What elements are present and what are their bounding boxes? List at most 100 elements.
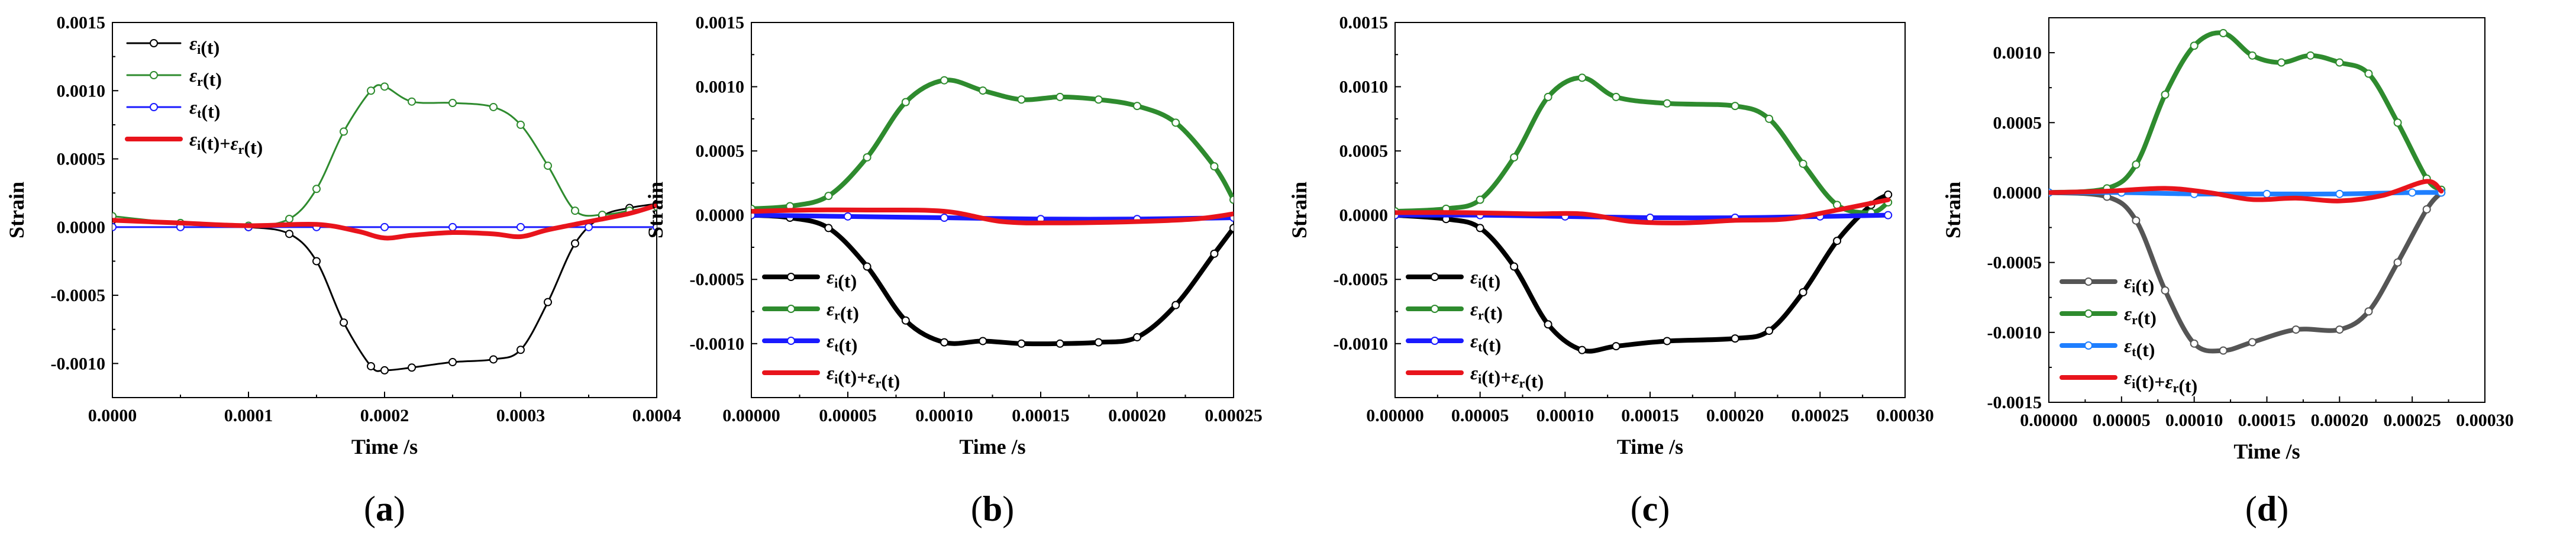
series-marker-0 [1476,224,1484,233]
series-marker-1 [1171,118,1180,127]
legend-text-part: (t) [1482,334,1501,356]
series-marker-1 [544,162,552,170]
y-tick-label: 0.0010 [696,78,745,97]
series-marker-1 [1663,99,1671,108]
legend-text-part: (t) [1484,302,1503,324]
panel-label-paren: ) [1658,489,1670,528]
y-tick-label: -0.0005 [1987,253,2042,273]
plot-series-group [751,76,1234,348]
y-tick-label: -0.0010 [1987,323,2042,343]
series-marker-1 [2277,58,2286,67]
series-marker-0 [1663,337,1671,346]
series-marker-2 [517,222,525,231]
series-marker-1 [340,127,348,136]
series-marker-1 [901,98,910,106]
series-marker-0 [901,316,910,325]
panel-label: (b) [971,489,1014,528]
series-marker-1 [448,99,457,108]
series-marker-0 [1884,190,1893,199]
panel-label: (a) [364,489,405,528]
legend-text-part: (t) [201,37,219,58]
y-tick-label: -0.0005 [51,286,106,305]
legend-label-0-2: εt(t) [189,96,220,122]
series-line-3 [2049,179,2444,204]
legend-text-part: (t) [881,370,900,392]
series-marker-1 [2306,51,2315,60]
x-tick-label: 0.00005 [1451,406,1509,425]
series-marker-1 [489,102,498,111]
y-tick-label: 0.0005 [696,141,745,161]
y-tick-label: 0.0005 [1339,141,1389,161]
series-marker-1 [1765,114,1774,123]
legend-text-part: ε [1470,330,1478,351]
plot-series-group [2049,29,2446,355]
legend-text-part: (t) [244,137,263,158]
panel-label-letter: b [983,489,1002,528]
x-axis-label: Time /s [959,435,1025,459]
chart-panel-c: 0.00000 0.00005 0.00010 0.00015 0.00020 0.000… [1287,13,1934,528]
series-marker-0 [824,224,833,233]
series-marker-1 [1055,92,1064,101]
series-marker-0 [2219,346,2228,355]
panel-label: (c) [1631,489,1670,528]
y-tick-label: 0.0000 [1339,206,1389,225]
series-marker-2 [2335,189,2344,198]
legend-swatch-marker [1431,305,1439,313]
legend-label-0-3: εi(t)+εr(t) [189,128,263,158]
series-marker-0 [2422,205,2431,214]
legend: εi(t)εr(t)εt(t)εi(t)+εr(t) [2059,271,2197,396]
series-marker-0 [2364,307,2373,316]
y-tick-label: 0.0000 [696,206,745,225]
series-marker-0 [1094,338,1103,347]
legend-subscript: t [834,340,839,354]
x-tick-label: 0.00015 [1621,406,1679,425]
series-marker-2 [380,222,389,231]
legend-text-part: (t)+ [2135,371,2165,392]
series-marker-0 [1055,339,1064,348]
legend-label-1-2: εt(t) [827,330,857,356]
legend-text-part: ε [2124,271,2132,292]
legend-label-0-0: εi(t) [189,33,219,58]
legend-text-part: (t) [840,302,859,324]
legend-text-part: ε [1470,362,1478,383]
series-marker-1 [863,153,871,162]
series-marker-0 [408,363,416,372]
panel-label-paren: ) [393,489,405,528]
chart-panel-a: 0.0000 0.0001 0.0002 0.0003 0.0004 -0.0010 -0.… [5,13,681,528]
series-marker-0 [2190,339,2199,348]
series-line-3 [1395,197,1891,225]
x-tick-label: 0.0001 [224,406,273,425]
panel-label-paren: ) [1002,489,1014,528]
series-marker-1 [1094,95,1103,104]
legend-text-part: ε [827,330,834,351]
panel-label-paren: ( [2245,489,2257,528]
series-marker-1 [1799,159,1807,168]
legend-text-part: (t)+ [838,366,867,388]
y-tick-label: -0.0010 [690,334,745,354]
legend-subscript: r [197,74,203,89]
chart-panel-d: 0.00000 0.00005 0.00010 0.00015 0.00020 0.000… [1941,17,2514,528]
series-line-1 [1395,75,1891,215]
x-tick-label: 0.00025 [1791,406,1849,425]
series-line-3 [112,202,657,241]
series-marker-0 [2132,216,2141,225]
panel-label-paren: ( [971,489,983,528]
series-marker-1 [1544,92,1552,101]
series-marker-1 [312,185,321,193]
legend-text-part: (t) [2178,375,2197,396]
legend-text-part: ε [189,128,197,150]
x-tick-label: 0.00000 [722,406,780,425]
series-marker-1 [1210,162,1219,171]
series-marker-0 [340,318,348,327]
legend-subscript: i [1478,372,1481,386]
legend-swatch-marker [787,273,795,281]
series-marker-0 [1578,346,1587,354]
series-marker-2 [940,214,948,222]
series-marker-2 [1884,211,1893,219]
panel-label-letter: a [376,489,393,528]
series-marker-0 [1765,327,1774,335]
series-marker-0 [1210,249,1219,258]
legend-subscript: i [2132,280,2135,295]
